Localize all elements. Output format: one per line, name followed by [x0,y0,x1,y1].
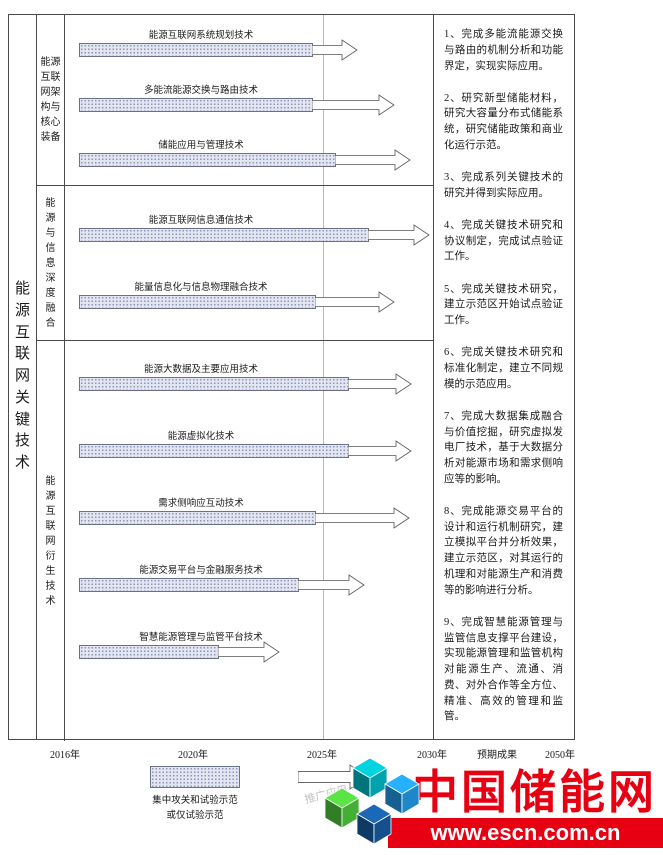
tech-bar [79,43,313,57]
tech-bar [79,98,313,112]
category-label-cell: 能源互联网架构与核心装备 [37,15,65,185]
tech-label: 能源大数据及主要应用技术 [143,365,258,375]
tech-row: 需求侧响应互动技术 [65,495,433,562]
legend-bar-label-line1: 集中攻关和试验示范 [152,796,238,806]
outcome-item: 9、完成智慧能源管理与监管信息支撑平台建设，实现能源管理和监管机构对能源生产、流… [444,616,563,723]
axis-tick-label: 2020年 [178,750,208,761]
category-label-cell: 能源互联网衍生技术 [37,341,65,741]
axis-tick-label: 2025年 [307,750,337,761]
promotion-arrow-icon [368,224,430,246]
promotion-arrow-icon [218,641,280,663]
tech-bar [79,645,219,659]
outcome-item: 3、完成系列关键技术的研究并得到实际应用。 [444,172,563,199]
tech-bar [79,377,349,391]
outcome-item: 2、研究新型储能材料，研究大容量分布式储能系统，研究储能政策和商业化运行示范。 [444,92,563,151]
arrow-shape [312,94,395,116]
logo-cube [356,803,392,845]
tech-label: 能量信息化与信息物理融合技术 [134,283,268,293]
tech-label: 能源虚拟化技术 [167,432,235,442]
cube-face-right [373,813,392,845]
promotion-arrow-icon [335,149,411,171]
logo-url-banner[interactable]: www.escn.com.cn [388,818,663,848]
promotion-arrow-icon [298,574,365,596]
tech-row: 智慧能源管理与监管平台技术 [65,629,433,696]
arrow-shape [335,149,411,171]
category-chart: 能源互联网系统规划技术 多能流能源交换与路由技术 储能应用与管理技术 [65,15,433,185]
tech-row: 能源交易平台与金融服务技术 [65,562,433,629]
tech-label: 需求侧响应互动技术 [158,499,244,509]
tech-label: 智慧能源管理与监管平台技术 [139,633,263,643]
logo-cube [352,757,388,799]
logo-cubes-icon [324,757,420,845]
legend-bar-caption: 集中攻关和试验示范 或仅试验示范 [125,794,265,823]
legend-bar-sample [150,766,240,788]
promotion-arrow-icon [315,507,410,529]
category-chart: 能源互联网信息通信技术能量信息化与信息物理融合技术 [65,186,433,340]
tech-label: 储能应用与管理技术 [158,141,244,151]
tech-row: 能源虚拟化技术 [65,428,433,495]
logo-url[interactable]: www.escn.com.cn [430,820,621,845]
tech-bar [79,228,369,242]
logo-cube [324,787,360,829]
arrow-shape [348,373,412,395]
logo-cube [384,773,420,815]
category-rows: 能源互联网架构与核心装备 能源互联网系统规划技术 多能流能源交换与路由技术 储能应用与… [37,15,433,741]
cube-face-right [401,783,420,815]
category-label-cell: 能源与信息深度融合 [37,186,65,340]
tech-bar [79,578,299,592]
category-label: 能源互联网架构与核心装备 [40,57,61,143]
tech-bar [79,511,316,525]
category-chart: 能源大数据及主要应用技术 能源虚拟化技术 需求侧响应互动技术能源交易平台与金融服务技… [65,341,433,741]
logo-title: 中国储能网 [412,766,657,818]
outcome-item: 7、完成大数据集成融合与价值挖掘，研究虚拟发电厂技术，基于大数据分析对能源市场和… [444,410,563,485]
tech-bar [79,444,349,458]
axis-tick-label: 2050年 [545,750,575,761]
category-label: 能源与信息深度融合 [45,197,56,329]
tech-row: 能源互联网系统规划技术 [65,27,433,82]
main-title: 能源互联网关键技术 [14,281,30,472]
brand-logo: 中国储能网 www.escn.com.cn [320,748,663,855]
promotion-arrow-icon [312,94,395,116]
arrow-shape [312,39,358,61]
tech-bar [79,295,316,309]
promotion-arrow-icon [315,291,395,313]
tech-label: 能源互联网信息通信技术 [148,216,254,226]
outcomes-column: 1、完成多能流能源交换与路由的机制分析和功能界定，实现实际应用。 2、研究新型储能… [433,15,576,739]
roadmap-table: 能源互联网关键技术 能源互联网架构与核心装备 能源互联网系统规划技术 多能流能源交换… [8,14,576,741]
category-label: 能源互联网衍生技术 [45,475,56,607]
arrow-shape [348,440,412,462]
tech-row: 能源互联网信息通信技术 [65,212,433,279]
tech-row: 能源大数据及主要应用技术 [65,361,433,428]
category-row: 能源互联网衍生技术 能源大数据及主要应用技术 能源虚拟化技术 需求侧响应互动技术 能源交… [37,341,433,741]
promotion-arrow-icon [348,440,412,462]
axis-tick-label: 预期成果 [477,750,517,761]
axis-tick-label: 2030年 [417,750,447,761]
promotion-arrow-icon [348,373,412,395]
outcome-item: 5、完成关键技术研究，建立示范区开始试点验证工作。 [444,283,563,327]
main-title-column: 能源互联网关键技术 [9,15,37,739]
outcome-item: 4、完成关键技术研究和协议制定，完成试点验证工作。 [444,219,563,263]
tech-row: 多能流能源交换与路由技术 [65,82,433,137]
axis-row: 2016年 2020年 2025年 2030年 预期成果 2050年 [0,746,663,762]
tech-bar [79,153,336,167]
arrow-shape [298,574,365,596]
category-row: 能源互联网架构与核心装备 能源互联网系统规划技术 多能流能源交换与路由技术 储能应用与… [37,15,433,186]
outcome-item: 6、完成关键技术研究和标准化制定，建立不同规模的示范应用。 [444,347,563,390]
category-row: 能源与信息深度融合 能源互联网信息通信技术 能量信息化与信息物理融合技术 [37,186,433,341]
promotion-arrow-icon [312,39,358,61]
arrow-shape [218,641,280,663]
outcome-item: 1、完成多能流能源交换与路由的机制分析和功能界定，实现实际应用。 [444,29,563,72]
tech-label: 能源交易平台与金融服务技术 [139,566,263,576]
axis-tick-label: 2016年 [50,750,80,761]
tech-label: 多能流能源交换与路由技术 [143,86,258,96]
legend-bar-label-line2: 或仅试验示范 [166,810,224,821]
arrow-shape [315,291,395,313]
arrow-shape [368,224,430,246]
arrow-shape [315,507,410,529]
tech-label: 能源互联网系统规划技术 [148,31,254,41]
tech-row: 能量信息化与信息物理融合技术 [65,279,433,346]
tech-row: 储能应用与管理技术 [65,137,433,192]
outcome-item: 8、完成能源交易平台的设计和运行机制研究，建立模拟平台并分析效果，建立示范区，对… [444,505,563,596]
